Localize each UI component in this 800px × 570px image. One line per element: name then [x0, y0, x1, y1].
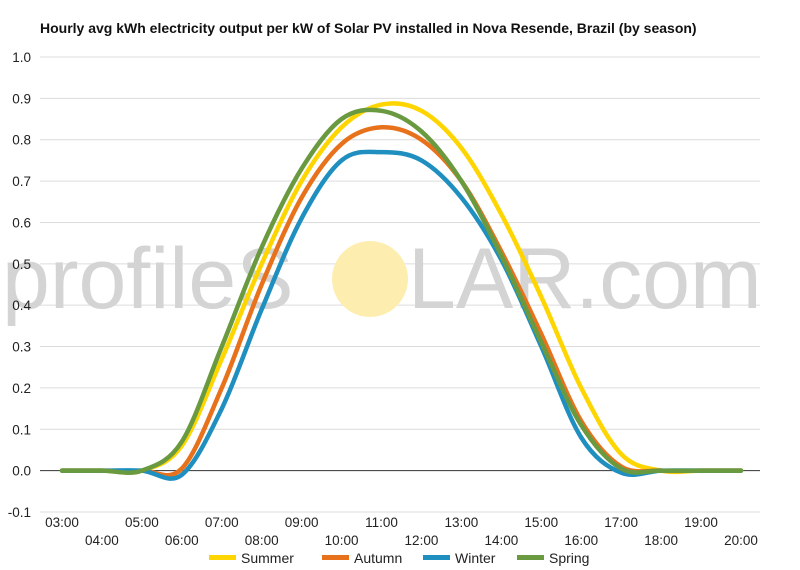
series-line-winter: [59, 149, 744, 481]
y-tick-label: 0.1: [12, 422, 31, 437]
watermark-text-prefix: profileS: [2, 231, 294, 327]
legend-label-spring: Spring: [549, 550, 589, 566]
x-tick-label: 15:00: [524, 515, 558, 530]
watermark-text-suffix: LAR.com: [408, 231, 762, 327]
x-tick-label: 18:00: [644, 533, 678, 548]
x-tick-label: 07:00: [205, 515, 239, 530]
y-tick-label: 0.9: [12, 91, 31, 106]
y-tick-label: 0.4: [12, 298, 31, 313]
y-tick-label: 0.5: [12, 257, 31, 272]
x-tick-label: 14:00: [484, 533, 518, 548]
watermark-sun-icon: [332, 241, 408, 317]
x-tick-label: 17:00: [604, 515, 638, 530]
x-tick-label: 13:00: [445, 515, 479, 530]
x-tick-label: 03:00: [45, 515, 79, 530]
x-tick-label: 20:00: [724, 533, 758, 548]
y-tick-label: 0.2: [12, 381, 31, 396]
watermark: profileS LAR.com: [2, 231, 762, 327]
x-tick-label: 10:00: [325, 533, 359, 548]
series-line-spring: [59, 107, 744, 476]
y-axis-ticks: -0.1 0.0 0.1 0.2 0.3 0.4 0.5 0.6 0.7 0.8 0.9 1.0: [8, 50, 32, 520]
legend: Summer Autumn Winter Spring: [209, 550, 589, 566]
y-tick-label: 0.0: [12, 464, 31, 479]
x-tick-label: 16:00: [564, 533, 598, 548]
x-tick-label: 05:00: [125, 515, 159, 530]
legend-swatch-autumn: [322, 555, 349, 560]
series-lines: [59, 101, 744, 481]
legend-label-autumn: Autumn: [354, 550, 402, 566]
x-tick-label: 04:00: [85, 533, 119, 548]
x-tick-label: 11:00: [365, 515, 398, 530]
legend-label-winter: Winter: [455, 550, 496, 566]
y-tick-label: 0.3: [12, 340, 31, 355]
y-tick-label: 0.6: [12, 215, 31, 230]
y-tick-label: 1.0: [12, 50, 31, 65]
x-tick-label: 19:00: [684, 515, 718, 530]
y-tick-label: 0.7: [12, 174, 31, 189]
chart-title: Hourly avg kWh electricity output per kW…: [40, 20, 697, 36]
legend-swatch-spring: [517, 555, 544, 560]
series-line-summer: [59, 101, 744, 475]
x-tick-label: 08:00: [245, 533, 279, 548]
x-tick-label: 12:00: [405, 533, 439, 548]
legend-label-summer: Summer: [241, 550, 294, 566]
x-axis-ticks: 03:00 04:00 05:00 06:00 07:00 08:00 09:00 10:00…: [45, 515, 758, 548]
y-tick-label: 0.8: [12, 133, 31, 148]
x-tick-label: 09:00: [285, 515, 319, 530]
legend-swatch-summer: [209, 555, 236, 560]
legend-swatch-winter: [423, 555, 450, 560]
y-tick-label: -0.1: [8, 505, 31, 520]
x-tick-label: 06:00: [165, 533, 199, 548]
